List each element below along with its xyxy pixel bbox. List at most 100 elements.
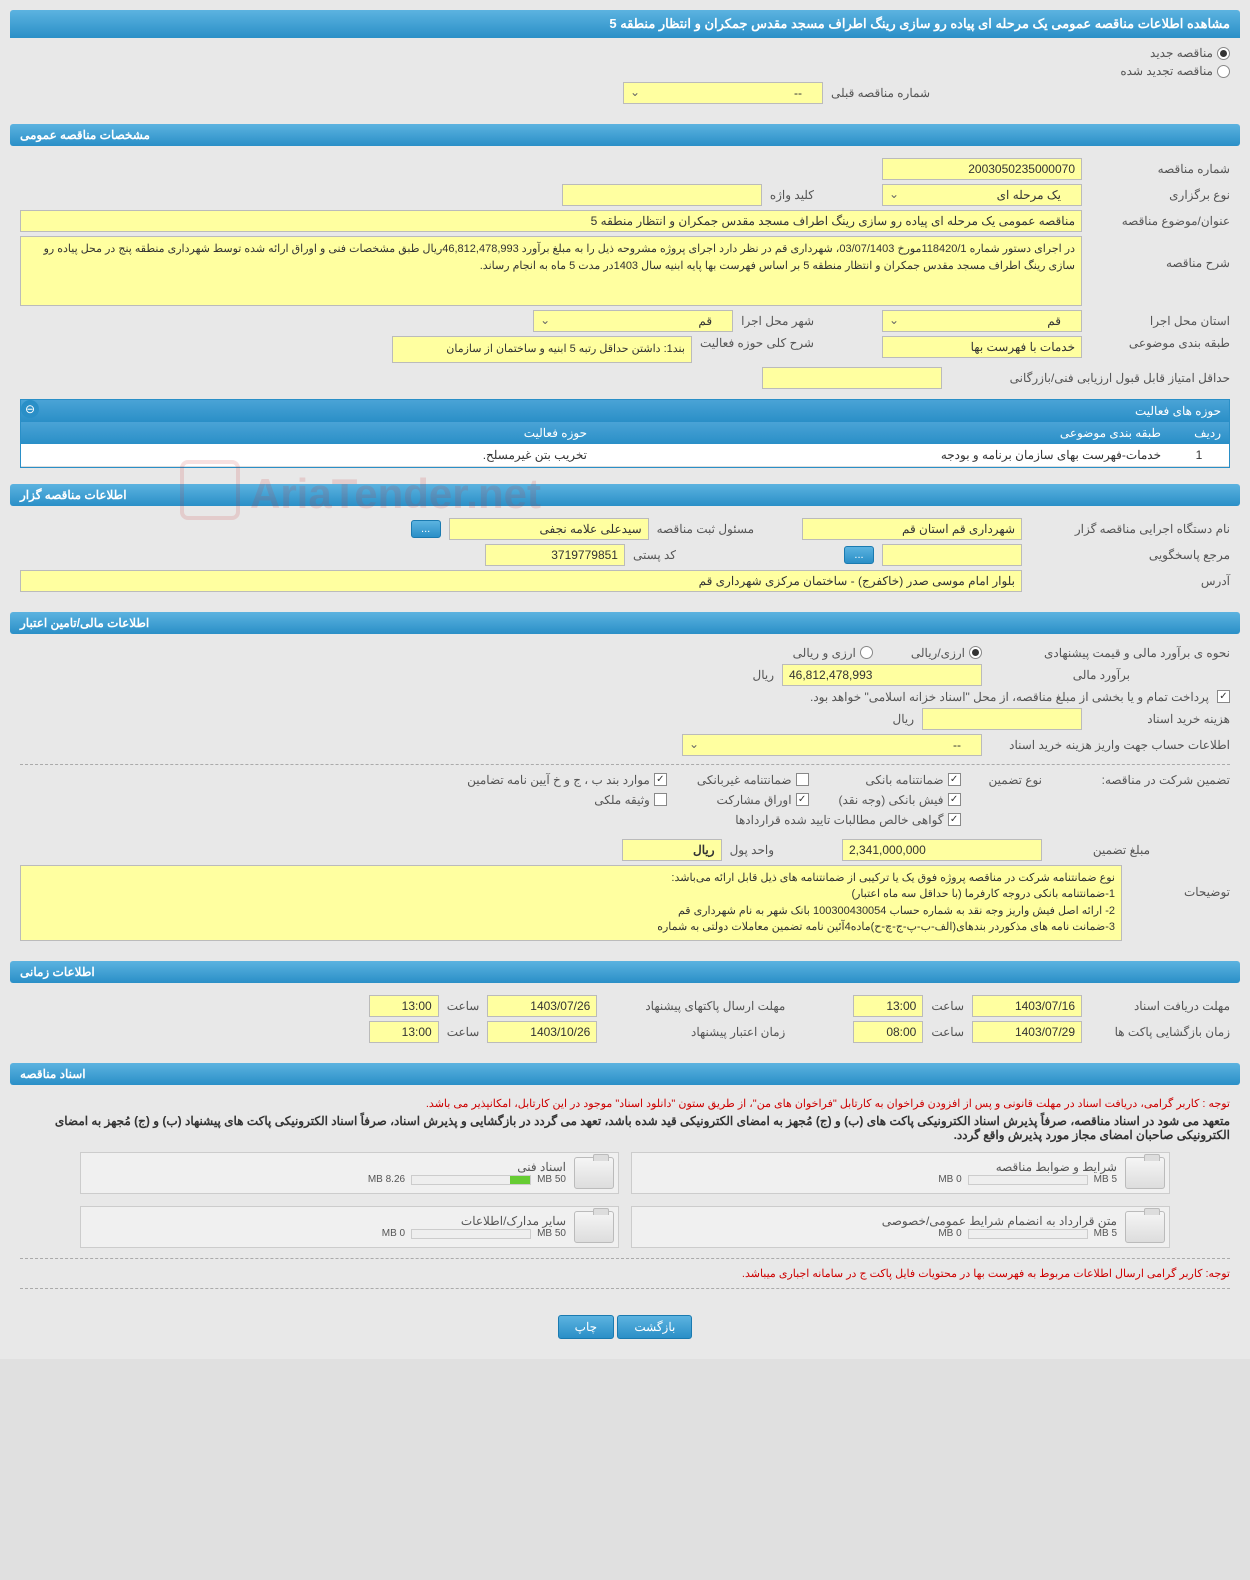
- guarantee-label: تضمین شرکت در مناقصه:: [1050, 773, 1230, 787]
- category-label: طبقه بندی موضوعی: [1090, 336, 1230, 350]
- min-score-label: حداقل امتیاز قابل قبول ارزیابی فنی/بازرگ…: [950, 371, 1230, 385]
- file-label: اسناد فنی: [85, 1160, 566, 1174]
- estimate-field: 46,812,478,993: [782, 664, 982, 686]
- file-box-other[interactable]: سایر مدارک/اطلاعات 50 MB 0 MB: [80, 1206, 619, 1248]
- more-button[interactable]: ...: [844, 546, 874, 564]
- validity-date: 1403/10/26: [487, 1021, 597, 1043]
- radio-fx-rial[interactable]: ارزی و ریالی: [793, 646, 873, 660]
- progress-bar: [411, 1229, 531, 1239]
- file-box-technical[interactable]: اسناد فنی 50 MB 8.26 MB: [80, 1152, 619, 1194]
- chk-label: فیش بانکی (وجه نقد): [839, 793, 944, 807]
- checkbox-icon: [948, 773, 961, 786]
- tender-no-label: شماره مناقصه: [1090, 162, 1230, 176]
- purchase-cost-field[interactable]: [922, 708, 1082, 730]
- select-value: یک مرحله ای: [997, 188, 1061, 202]
- subject-field: مناقصه عمومی یک مرحله ای پیاده رو سازی ر…: [20, 210, 1082, 232]
- checkbox-icon: [654, 793, 667, 806]
- purchase-cost-label: هزینه خرید اسناد: [1090, 712, 1230, 726]
- back-button[interactable]: بازگشت: [617, 1315, 692, 1339]
- keyword-field[interactable]: [562, 184, 762, 206]
- docs-note3: توجه: کاربر گرامی ارسال اطلاعات مربوط به…: [20, 1267, 1230, 1280]
- print-button[interactable]: چاپ: [558, 1315, 614, 1339]
- responsible-label: مسئول ثبت مناقصه: [657, 522, 754, 536]
- activity-desc-field: بند1: داشتن حداقل رتبه 5 ابنیه و ساختمان…: [392, 336, 692, 363]
- chk-participation[interactable]: اوراق مشارکت: [697, 793, 809, 807]
- treasury-note: پرداخت تمام و یا بخشی از مبلغ مناقصه، از…: [810, 690, 1209, 704]
- rial-unit: ریال: [752, 668, 774, 682]
- type-label: نوع برگزاری: [1090, 188, 1230, 202]
- file-total: 50 MB: [537, 1228, 566, 1239]
- packet-deadline-label: مهلت ارسال پاکتهای پیشنهاد: [605, 999, 785, 1013]
- time-label4: ساعت: [447, 1025, 480, 1039]
- city-select[interactable]: قم: [533, 310, 733, 332]
- activities-table-header: حوزه های فعالیت ⊖: [21, 400, 1229, 422]
- time-label2: ساعت: [447, 999, 480, 1013]
- rial-unit2: ریال: [892, 712, 914, 726]
- category-field: خدمات با فهرست بها: [882, 336, 1082, 358]
- chk-label: ضمانتنامه بانکی: [865, 773, 943, 787]
- chk-property[interactable]: وثیقه ملکی: [467, 793, 667, 807]
- chk-items-bjh[interactable]: موارد بند ب ، ج و خ آیین نامه تضامین: [467, 773, 667, 787]
- account-info-select[interactable]: --: [682, 734, 982, 756]
- radio-renewed-tender[interactable]: مناقصه تجدید شده: [1120, 64, 1230, 78]
- file-used: 8.26 MB: [368, 1174, 405, 1185]
- address-field: بلوار امام موسی صدر (خاکفرج) - ساختمان م…: [20, 570, 1022, 592]
- guarantee-amount-label: مبلغ تضمین: [1050, 843, 1230, 857]
- section-docs: اسناد مناقصه: [10, 1063, 1240, 1085]
- file-used: 0 MB: [938, 1228, 961, 1239]
- currency-field: ریال: [622, 839, 722, 861]
- opening-time: 08:00: [853, 1021, 923, 1043]
- col-row: ردیف: [1169, 422, 1229, 444]
- ref-field[interactable]: [882, 544, 1022, 566]
- chk-label: ضمانتنامه غیربانکی: [697, 773, 792, 787]
- postal-label: کد پستی: [633, 548, 676, 562]
- table-row: 1 خدمات-فهرست بهای سازمان برنامه و بودجه…: [21, 444, 1229, 467]
- col-field: حوزه فعالیت: [21, 422, 595, 444]
- checkbox-icon: [948, 793, 961, 806]
- radio-label: مناقصه تجدید شده: [1120, 64, 1213, 78]
- collapse-icon[interactable]: ⊖: [21, 400, 39, 418]
- file-box-contract[interactable]: متن قرارداد به انضمام شرایط عمومی/خصوصی …: [631, 1206, 1170, 1248]
- time-label1: ساعت: [931, 999, 964, 1013]
- radio-label: مناقصه جدید: [1150, 46, 1213, 60]
- min-score-field[interactable]: [762, 367, 942, 389]
- divider: [20, 764, 1230, 765]
- col-category: طبقه بندی موضوعی: [595, 422, 1169, 444]
- chk-label: وثیقه ملکی: [594, 793, 650, 807]
- cell-num: 1: [1169, 444, 1229, 466]
- city-label: شهر محل اجرا: [741, 314, 814, 328]
- doc-deadline-label: مهلت دریافت اسناد: [1090, 999, 1230, 1013]
- type-select[interactable]: یک مرحله ای: [882, 184, 1082, 206]
- time-label3: ساعت: [931, 1025, 964, 1039]
- folder-icon: [1125, 1157, 1165, 1189]
- file-label: سایر مدارک/اطلاعات: [85, 1214, 566, 1228]
- radio-new-tender[interactable]: مناقصه جدید: [1150, 46, 1230, 60]
- docs-note1: توجه : کاربر گرامی، دریافت اسناد در مهلت…: [20, 1097, 1230, 1110]
- radio-rial-fx[interactable]: ارزی/ریالی: [911, 646, 982, 660]
- desc-label: شرح مناقصه: [1090, 236, 1230, 270]
- province-select[interactable]: قم: [882, 310, 1082, 332]
- checkbox-icon: [796, 773, 809, 786]
- folder-icon: [574, 1211, 614, 1243]
- file-box-conditions[interactable]: شرایط و ضوابط مناقصه 5 MB 0 MB: [631, 1152, 1170, 1194]
- opening-date: 1403/07/29: [972, 1021, 1082, 1043]
- radio-icon: [969, 646, 982, 659]
- file-total: 50 MB: [537, 1174, 566, 1185]
- prev-tender-select[interactable]: --: [623, 82, 823, 104]
- treasury-checkbox[interactable]: [1217, 690, 1230, 703]
- address-label: آدرس: [1030, 574, 1230, 588]
- file-total: 5 MB: [1094, 1228, 1117, 1239]
- progress-bar: [968, 1229, 1088, 1239]
- chk-bank-guarantee[interactable]: ضمانتنامه بانکی: [839, 773, 961, 787]
- file-label: متن قرارداد به انضمام شرایط عمومی/خصوصی: [636, 1214, 1117, 1228]
- checkbox-icon: [796, 793, 809, 806]
- file-total: 5 MB: [1094, 1174, 1117, 1185]
- chk-nonbank[interactable]: ضمانتنامه غیربانکی: [697, 773, 809, 787]
- doc-deadline-time: 13:00: [853, 995, 923, 1017]
- tender-no-field: 2003050235000070: [882, 158, 1082, 180]
- packet-deadline-date: 1403/07/26: [487, 995, 597, 1017]
- chk-net-claims[interactable]: گواهی خالص مطالبات تایید شده قراردادها: [467, 813, 960, 827]
- more-button[interactable]: ...: [411, 520, 441, 538]
- chk-bank-receipt[interactable]: فیش بانکی (وجه نقد): [839, 793, 961, 807]
- radio-icon: [1217, 65, 1230, 78]
